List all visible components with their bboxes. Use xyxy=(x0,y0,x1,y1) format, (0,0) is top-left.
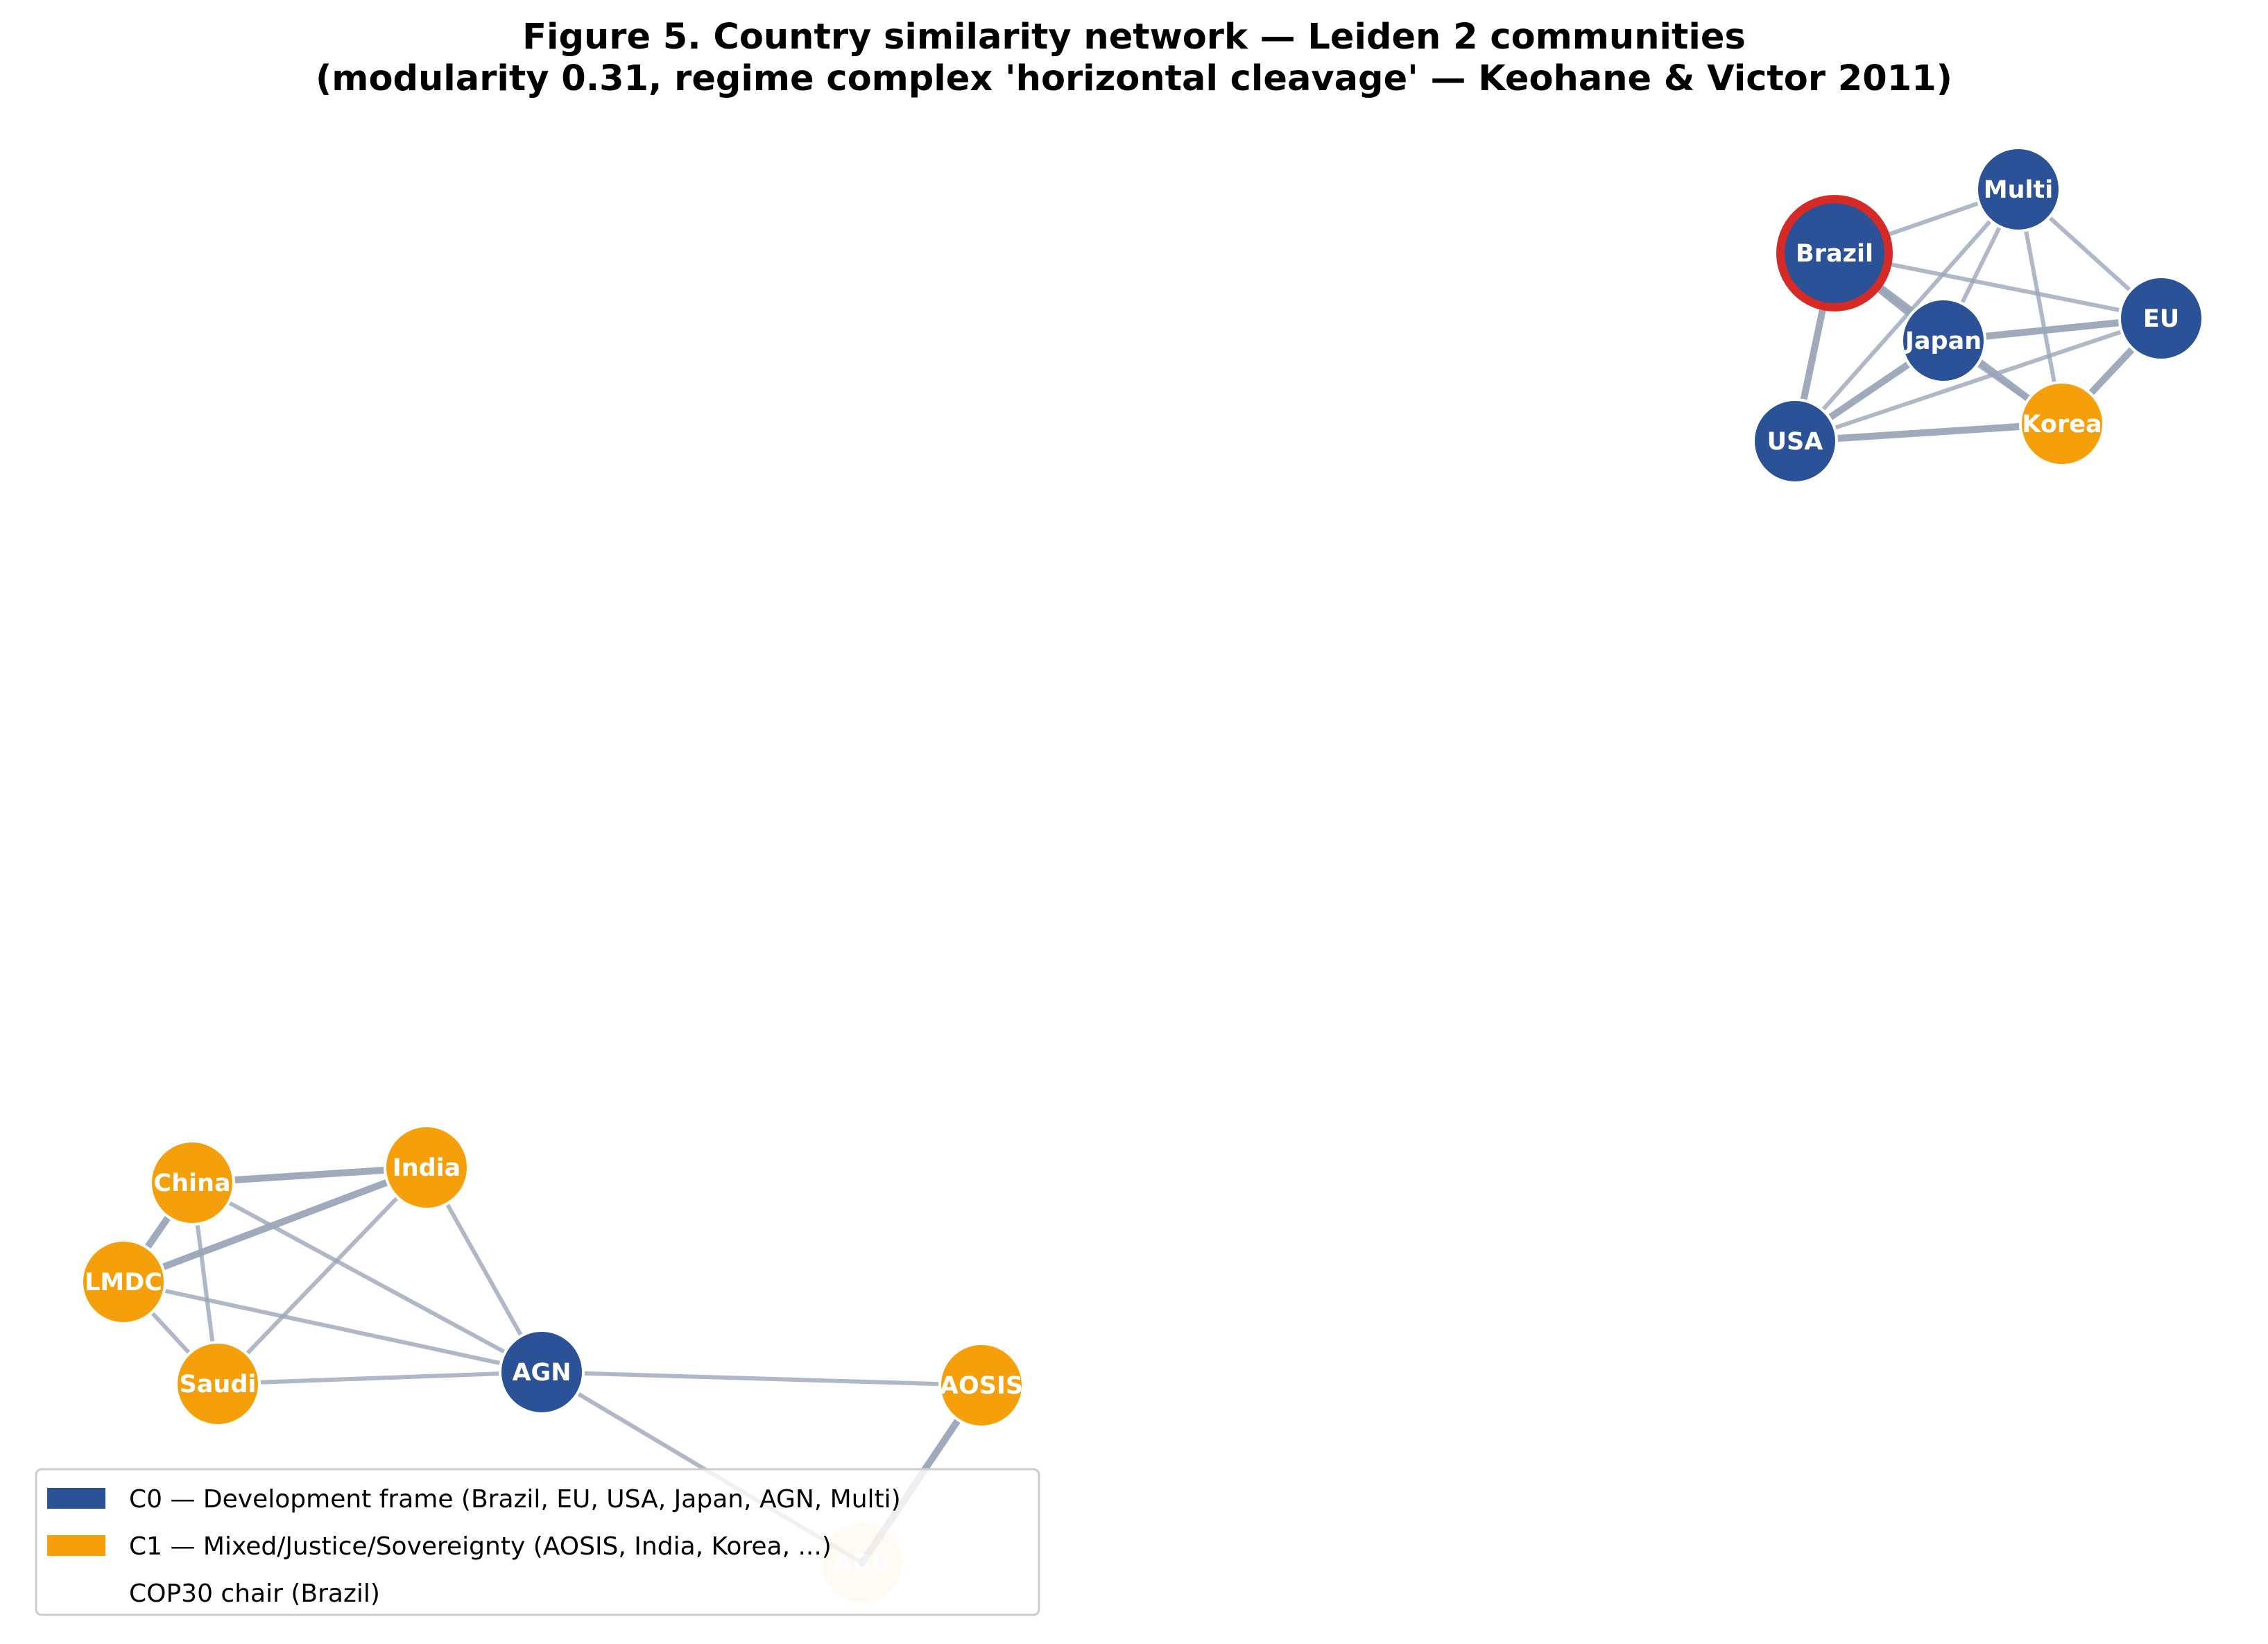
node-circle-japan xyxy=(1900,298,1986,384)
figure-title-line2: (modularity 0.31, regime complex 'horizo… xyxy=(316,58,1952,99)
edge-india-saudi xyxy=(216,1165,429,1386)
node-usa: USA xyxy=(1752,398,1838,484)
edge-china-agn xyxy=(190,1181,544,1374)
node-label-lmdc: LMDC xyxy=(85,1269,162,1296)
edge-saudi-agn xyxy=(216,1370,544,1386)
legend-label-c0: C0 — Development frame (Brazil, EU, USA,… xyxy=(129,1485,901,1514)
node-india: India xyxy=(384,1124,470,1210)
node-agn: AGN xyxy=(499,1329,585,1415)
edge-lmdc-agn xyxy=(121,1280,544,1374)
node-label-multi: Multi xyxy=(1984,176,2053,204)
legend-frame xyxy=(35,1468,1040,1616)
node-china: China xyxy=(149,1140,235,1226)
edge-eu-usa xyxy=(1793,316,2163,443)
node-circle-eu xyxy=(2118,275,2204,361)
node-circle-agn xyxy=(499,1329,585,1415)
edge-agn-aosis xyxy=(540,1370,983,1387)
edge-multi-usa xyxy=(1793,187,2020,443)
node-label-china: China xyxy=(153,1170,230,1197)
node-layer: Multi Brazil EU Japan Korea USA China India LMDC… xyxy=(80,146,2204,1606)
node-label-saudi: Saudi xyxy=(180,1371,257,1398)
node-label-korea: Korea xyxy=(2022,411,2102,438)
node-lmdc: LMDC xyxy=(80,1239,166,1325)
node-circle-india xyxy=(384,1124,470,1210)
node-circle-aosis xyxy=(938,1342,1024,1428)
legend-label-chair: COP30 chair (Brazil) xyxy=(129,1579,380,1608)
legend: C0 — Development frame (Brazil, EU, USA,… xyxy=(35,1468,1040,1616)
node-label-aosis: AOSIS xyxy=(940,1372,1023,1400)
legend-swatch-c1 xyxy=(47,1535,105,1556)
node-aosis: AOSIS xyxy=(938,1342,1024,1428)
node-circle-lmdc xyxy=(80,1239,166,1325)
node-korea: Korea xyxy=(2019,381,2105,467)
node-circle-multi xyxy=(1975,146,2061,232)
figure-title-line1: Figure 5. Country similarity network — L… xyxy=(522,17,1746,58)
legend-swatch-c0 xyxy=(47,1488,105,1509)
node-brazil: Brazil xyxy=(1776,195,1893,311)
node-eu: EU xyxy=(2118,275,2204,361)
node-multi: Multi xyxy=(1975,146,2061,232)
node-label-india: India xyxy=(393,1154,461,1182)
node-label-japan: Japan xyxy=(1904,327,1982,355)
node-label-agn: AGN xyxy=(512,1359,571,1387)
node-label-usa: USA xyxy=(1767,428,1823,456)
node-circle-usa xyxy=(1752,398,1838,484)
node-japan: Japan xyxy=(1900,298,1986,384)
legend-label-c1: C1 — Mixed/Justice/Sovereignty (AOSIS, I… xyxy=(129,1532,832,1561)
node-circle-saudi xyxy=(175,1341,261,1427)
edge-layer xyxy=(120,187,2165,1566)
node-circle-china xyxy=(149,1140,235,1226)
node-circle-brazil xyxy=(1776,195,1893,311)
node-label-brazil: Brazil xyxy=(1796,240,1873,268)
edge-india-lmdc xyxy=(120,1164,430,1285)
node-label-eu: EU xyxy=(2143,305,2179,333)
node-saudi: Saudi xyxy=(175,1341,261,1427)
edge-usa-korea xyxy=(1792,420,2065,445)
node-circle-korea xyxy=(2019,381,2105,467)
